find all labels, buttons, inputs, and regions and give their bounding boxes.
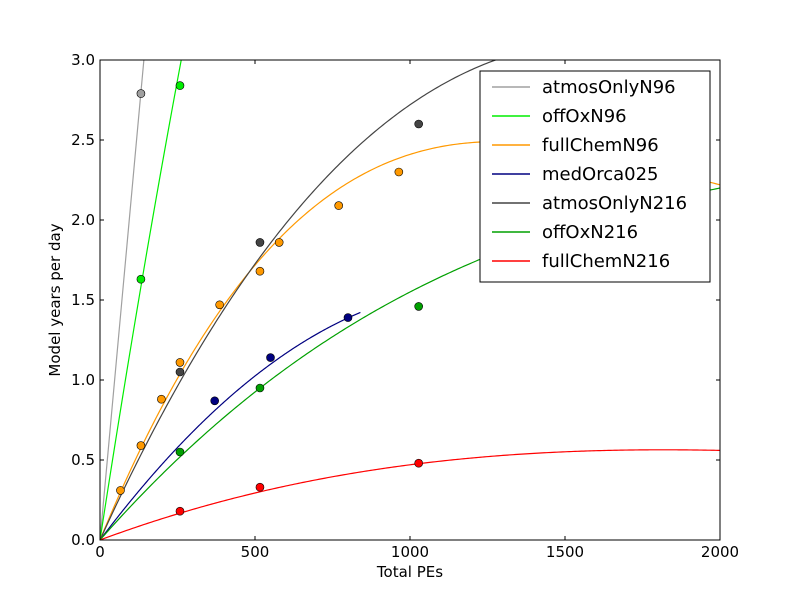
legend-label-fullChemN216: fullChemN216 xyxy=(542,251,670,272)
data-point-offOxN216 xyxy=(175,447,185,457)
y-tick-label: 1.5 xyxy=(71,291,95,309)
y-tick-label: 0.0 xyxy=(71,531,95,549)
data-point-fullChemN216 xyxy=(414,458,423,468)
y-tick-label: 2.0 xyxy=(71,211,95,229)
y-axis-label: Model years per day xyxy=(46,223,64,376)
x-axis-label: Total PEs xyxy=(376,563,443,581)
fit-line-medOrca025 xyxy=(100,311,361,540)
legend-label-fullChemN96: fullChemN96 xyxy=(542,135,659,156)
data-point-atmosOnlyN216 xyxy=(414,119,423,129)
data-point-medOrca025 xyxy=(266,353,275,362)
y-tick-label: 0.5 xyxy=(71,451,95,469)
x-tick-label: 500 xyxy=(241,543,270,561)
y-tick-label: 3.0 xyxy=(71,51,95,69)
legend-label-offOxN96: offOxN96 xyxy=(542,106,627,127)
fit-line-fullChemN216 xyxy=(100,449,720,540)
data-point-fullChemN96 xyxy=(274,238,284,247)
data-point-fullChemN96 xyxy=(255,266,265,276)
data-point-fullChemN96 xyxy=(157,394,166,404)
legend: atmosOnlyN96 offOxN96 fullChemN96 medOrca02… xyxy=(479,70,711,283)
x-tick-label: 1000 xyxy=(391,543,429,561)
data-point-fullChemN96 xyxy=(116,486,125,495)
data-point-offOxN216 xyxy=(414,302,423,311)
y-tick-label: 1.0 xyxy=(71,371,95,389)
x-tick-label: 0 xyxy=(95,543,105,561)
data-point-fullChemN216 xyxy=(255,482,265,492)
data-point-atmosOnlyN216 xyxy=(255,238,265,247)
data-point-fullChemN96 xyxy=(334,201,344,210)
data-point-fullChemN96 xyxy=(175,358,185,367)
data-point-atmosOnlyN96 xyxy=(136,89,146,98)
data-point-fullChemN96 xyxy=(394,167,404,177)
legend-label-atmosOnlyN96: atmosOnlyN96 xyxy=(542,77,676,98)
data-point-medOrca025 xyxy=(343,313,353,322)
data-point-atmosOnlyN216 xyxy=(175,367,185,377)
legend-label-medOrca025: medOrca025 xyxy=(542,164,659,185)
legend-label-atmosOnlyN216: atmosOnlyN216 xyxy=(542,193,687,214)
legend-box xyxy=(479,70,711,283)
x-tick-label: 1500 xyxy=(546,543,584,561)
data-point-fullChemN96 xyxy=(136,441,146,450)
x-tick-label: 2000 xyxy=(701,543,739,561)
y-tick-label: 2.5 xyxy=(71,131,95,149)
fit-line-atmosOnlyN216 xyxy=(100,60,720,540)
data-point-offOxN96 xyxy=(136,274,146,284)
data-point-offOxN96 xyxy=(175,81,185,90)
legend-label-offOxN216: offOxN216 xyxy=(542,222,638,243)
data-points xyxy=(116,81,423,516)
data-point-fullChemN216 xyxy=(175,506,185,516)
data-point-fullChemN96 xyxy=(215,300,224,310)
axis-ticks: 0 500 1000 1500 2000 0.0 0.5 1.0 1.5 2.0 2.5 3.0 xyxy=(71,51,739,561)
data-point-offOxN216 xyxy=(255,383,265,393)
data-point-medOrca025 xyxy=(210,396,219,406)
